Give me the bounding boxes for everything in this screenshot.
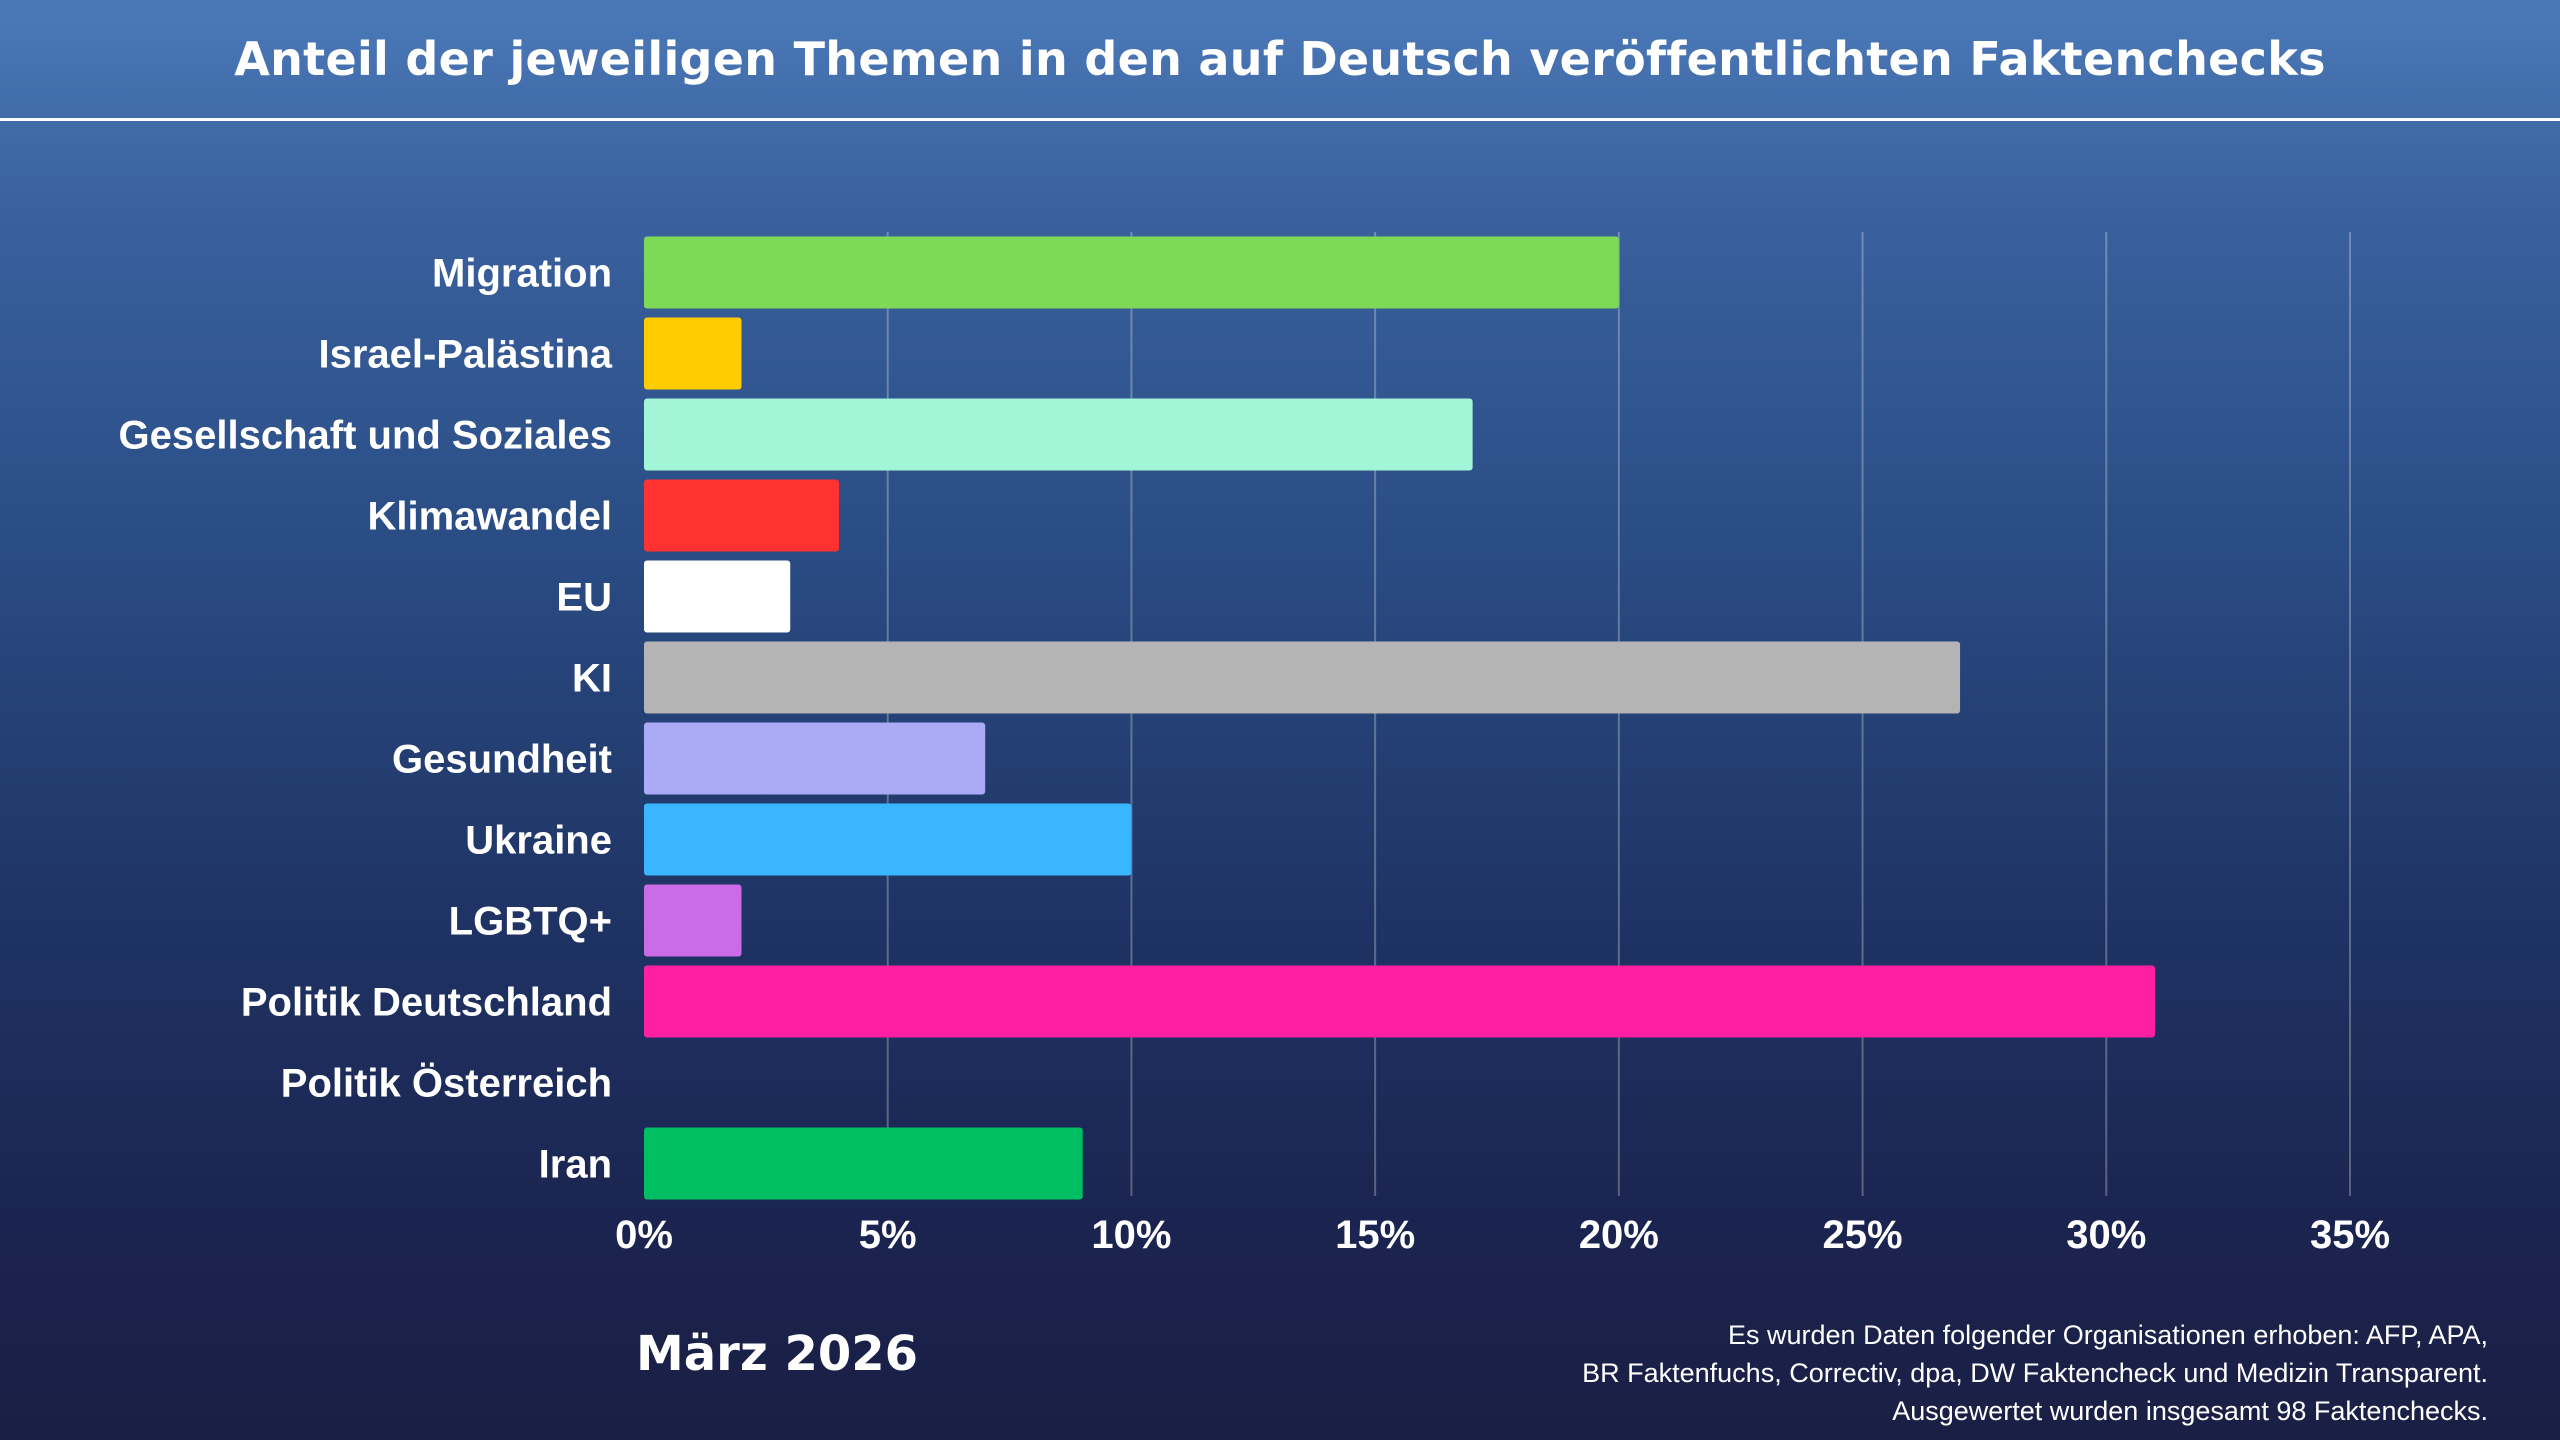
x-tick-label: 35% xyxy=(2310,1213,2390,1257)
x-tick-label: 5% xyxy=(859,1213,917,1257)
category-label: EU xyxy=(556,576,612,620)
category-label: LGBTQ+ xyxy=(449,900,612,944)
bar xyxy=(644,398,1473,471)
category-label: Gesellschaft und Soziales xyxy=(119,414,613,458)
bar xyxy=(644,479,839,552)
bar xyxy=(644,317,742,390)
x-axis-tick-labels: 0% 5% 10% 15% 20% 25% 30% 35% xyxy=(615,1213,2390,1257)
x-tick-label: 25% xyxy=(1823,1213,1903,1257)
category-label: Gesundheit xyxy=(392,738,612,782)
bar xyxy=(644,1127,1083,1200)
category-labels: Migration Israel-Palästina Gesellschaft un… xyxy=(119,252,613,1187)
x-tick-label: 20% xyxy=(1579,1213,1659,1257)
category-label: Politik Deutschland xyxy=(241,981,612,1025)
bar xyxy=(644,722,986,795)
grid-lines xyxy=(886,232,2351,1196)
bars xyxy=(644,236,2156,1200)
x-tick-label: 0% xyxy=(615,1213,673,1257)
category-label: Ukraine xyxy=(465,819,612,863)
bar xyxy=(644,803,1132,876)
category-label: Iran xyxy=(539,1143,612,1187)
source-note-line: Ausgewertet wurden insgesamt 98 Faktench… xyxy=(1892,1396,2488,1426)
category-label: KI xyxy=(572,657,612,701)
source-note-line: BR Faktenfuchs, Correctiv, dpa, DW Fakte… xyxy=(1582,1358,2488,1388)
x-tick-label: 30% xyxy=(2066,1213,2146,1257)
bar xyxy=(644,560,791,633)
date-label: März 2026 xyxy=(636,1326,919,1382)
category-label: Klimawandel xyxy=(367,495,612,539)
source-note-line: Es wurden Daten folgender Organisationen… xyxy=(1728,1320,2488,1350)
bar xyxy=(644,965,2156,1038)
category-label: Migration xyxy=(432,252,612,296)
chart-title: Anteil der jeweiligen Themen in den auf … xyxy=(234,32,2326,86)
title-divider xyxy=(0,118,2560,121)
bar xyxy=(644,236,1619,309)
bar xyxy=(644,884,742,957)
x-tick-label: 15% xyxy=(1335,1213,1415,1257)
category-label: Politik Österreich xyxy=(281,1061,612,1106)
bar xyxy=(644,641,1961,714)
source-note: Es wurden Daten folgender Organisationen… xyxy=(1582,1316,2488,1430)
category-label: Israel-Palästina xyxy=(319,333,613,377)
x-tick-label: 10% xyxy=(1091,1213,1171,1257)
bar-chart: Migration Israel-Palästina Gesellschaft un… xyxy=(119,232,2390,1257)
